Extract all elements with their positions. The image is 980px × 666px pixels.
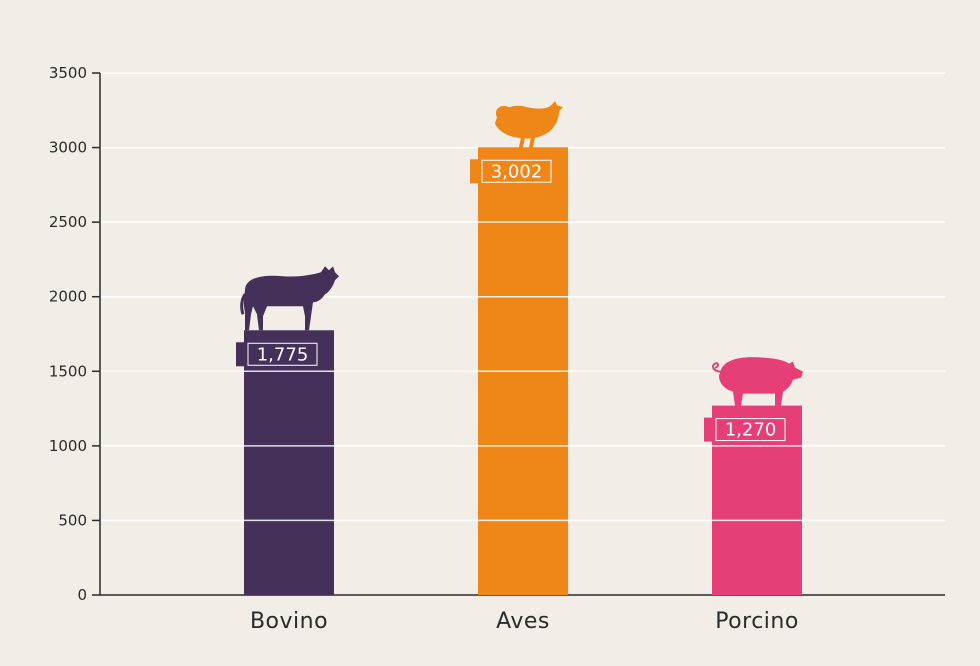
value-label-text: 1,270 <box>725 420 777 441</box>
value-label-aves: 3,002 <box>470 159 552 184</box>
y-tick-label: 500 <box>58 511 87 529</box>
category-labels: Bovino Aves Porcino <box>250 609 799 634</box>
x-category-label: Bovino <box>250 609 328 634</box>
pig-icon <box>712 356 804 407</box>
value-label-text: 1,775 <box>257 344 309 365</box>
value-label-frame <box>481 159 552 183</box>
value-label-box <box>470 159 552 184</box>
bar-bovino <box>244 330 334 595</box>
cow-icon <box>240 264 341 332</box>
value-label-porcino: 1,270 <box>704 417 786 442</box>
value-label-box <box>236 342 318 367</box>
value-label-text: 3,002 <box>491 161 543 182</box>
value-label-bovino: 1,775 <box>236 342 318 367</box>
value-label-frame <box>715 418 786 442</box>
y-tick-label: 2000 <box>49 288 87 306</box>
y-axis-ticks: 0 500 1000 1500 2000 2500 3000 3500 <box>49 64 100 604</box>
y-tick-label: 3500 <box>49 64 87 82</box>
bar-gridline-overlays <box>244 221 802 522</box>
x-category-label: Porcino <box>715 609 799 634</box>
y-tick-label: 0 <box>77 586 87 604</box>
value-label-frame <box>247 342 318 366</box>
y-tick-label: 2500 <box>49 213 87 231</box>
chicken-icon <box>495 101 563 150</box>
x-category-label: Aves <box>496 609 550 634</box>
value-labels: 1,775 3,002 1,270 <box>236 159 786 442</box>
y-tick-label: 1500 <box>49 362 87 380</box>
y-tick-label: 1000 <box>49 437 87 455</box>
value-label-box <box>704 417 786 442</box>
y-tick-label: 3000 <box>49 139 87 157</box>
